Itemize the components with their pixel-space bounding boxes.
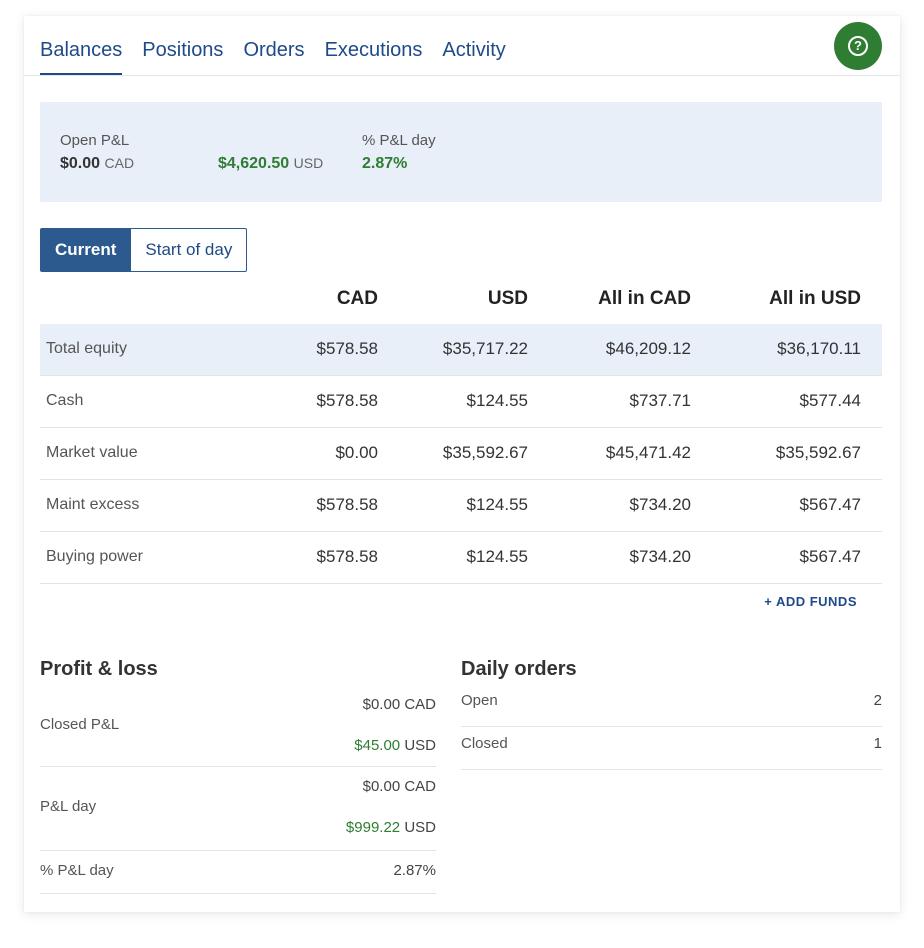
cell-all-in-usd: $567.47	[799, 547, 861, 566]
table-row-buying-power: Buying power $578.58 $124.55 $734.20 $56…	[40, 532, 882, 584]
row-label: Cash	[46, 392, 84, 409]
tab-balances[interactable]: Balances	[40, 16, 123, 76]
cell-all-in-cad: $46,209.12	[605, 339, 691, 358]
open-pl-usd-currency: USD	[293, 155, 324, 171]
cell-all-in-usd: $35,592.67	[775, 443, 861, 462]
daily-orders-open-label: Open	[461, 692, 498, 709]
cell-cad: $578.58	[316, 547, 378, 566]
open-pl-usd: $4,620.50 USD	[218, 155, 323, 173]
daily-orders-list: Open 2 Closed 1	[461, 684, 882, 770]
open-pl-label: Open P&L	[60, 132, 130, 149]
pl-day-row: P&L day $0.00 CAD $999.22 USD	[40, 767, 436, 851]
balances-table-header: CAD USD All in CAD All in USD	[40, 278, 882, 324]
daily-orders-title: Daily orders	[461, 658, 577, 680]
cell-cad: $0.00	[335, 443, 378, 462]
cell-all-in-cad: $45,471.42	[605, 443, 691, 462]
header-all-in-cad: All in CAD	[598, 288, 691, 309]
tab-bar: Balances Positions Orders Executions Act…	[40, 16, 526, 76]
closed-pl-row: Closed P&L $0.00 CAD $45.00 USD	[40, 688, 436, 767]
tab-divider	[24, 75, 900, 76]
toggle-start-of-day[interactable]: Start of day	[131, 228, 248, 272]
cell-usd: $124.55	[466, 495, 528, 514]
tab-orders[interactable]: Orders	[243, 39, 305, 61]
cell-all-in-cad: $737.71	[629, 391, 691, 410]
cell-cad: $578.58	[316, 391, 378, 410]
daily-orders-closed-label: Closed	[461, 735, 508, 752]
cell-usd: $124.55	[466, 391, 528, 410]
pct-pl-day-row-label: % P&L day	[40, 862, 114, 879]
balances-table: CAD USD All in CAD All in USD Total equi…	[40, 278, 882, 584]
row-label: Total equity	[46, 340, 127, 357]
daily-orders-open-count: 2	[873, 692, 882, 709]
add-funds-link[interactable]: + ADD FUNDS	[764, 594, 857, 609]
closed-pl-label: Closed P&L	[40, 716, 120, 733]
pct-pl-day-value: 2.87%	[362, 155, 408, 172]
cell-cad: $578.58	[316, 339, 378, 358]
pl-day-usd-currency: USD	[404, 819, 436, 836]
cell-cad: $578.58	[316, 495, 378, 514]
header-cad: CAD	[336, 288, 378, 309]
closed-pl-usd-currency: USD	[404, 737, 436, 754]
balance-period-toggle: Current Start of day	[40, 228, 248, 272]
cell-all-in-usd: $36,170.11	[777, 339, 861, 358]
question-circle-icon: ?	[848, 36, 868, 56]
profit-loss-list: Closed P&L $0.00 CAD $45.00 USD P&L day …	[40, 688, 436, 894]
open-pl-cad-value: $0.00	[60, 155, 101, 172]
cell-usd: $124.55	[466, 547, 528, 566]
header-usd: USD	[487, 288, 528, 309]
toggle-current[interactable]: Current	[40, 228, 132, 272]
daily-orders-closed-row: Closed 1	[461, 727, 882, 770]
profit-loss-title: Profit & loss	[40, 658, 158, 680]
open-pl-cad: $0.00 CAD	[60, 155, 134, 173]
cell-all-in-usd: $577.44	[799, 391, 861, 410]
balances-card: Balances Positions Orders Executions Act…	[24, 16, 900, 912]
table-row-total-equity: Total equity $578.58 $35,717.22 $46,209.…	[40, 324, 882, 376]
row-label: Market value	[46, 444, 138, 461]
cell-usd: $35,592.67	[442, 443, 528, 462]
header-all-in-usd: All in USD	[769, 288, 861, 309]
cell-all-in-cad: $734.20	[629, 547, 691, 566]
closed-pl-usd: $45.00 USD	[354, 737, 436, 754]
tab-positions[interactable]: Positions	[142, 39, 224, 61]
table-row-market-value: Market value $0.00 $35,592.67 $45,471.42…	[40, 428, 882, 480]
cell-usd: $35,717.22	[442, 339, 528, 358]
table-row-cash: Cash $578.58 $124.55 $737.71 $577.44	[40, 376, 882, 428]
pct-pl-day-row: % P&L day 2.87%	[40, 851, 436, 894]
daily-orders-closed-count: 1	[873, 735, 882, 752]
tab-executions[interactable]: Executions	[324, 39, 423, 61]
cell-all-in-cad: $734.20	[629, 495, 691, 514]
pl-day-cad: $0.00 CAD	[362, 778, 436, 795]
summary-panel: Open P&L $0.00 CAD $4,620.50 USD % P&L d…	[40, 102, 882, 202]
pl-day-label: P&L day	[40, 798, 97, 815]
row-label: Maint excess	[46, 496, 140, 513]
pct-pl-day-label: % P&L day	[362, 132, 436, 149]
table-row-maint-excess: Maint excess $578.58 $124.55 $734.20 $56…	[40, 480, 882, 532]
open-pl-usd-value: $4,620.50	[218, 155, 290, 172]
cell-all-in-usd: $567.47	[799, 495, 861, 514]
daily-orders-open-row: Open 2	[461, 684, 882, 727]
closed-pl-usd-value: $45.00	[354, 737, 401, 754]
closed-pl-cad: $0.00 CAD	[362, 696, 436, 713]
tab-activity[interactable]: Activity	[442, 39, 506, 61]
pl-day-usd-value: $999.22	[345, 819, 401, 836]
row-label: Buying power	[46, 548, 143, 565]
help-button[interactable]: ?	[834, 22, 882, 70]
pct-pl-day-row-value: 2.87%	[393, 862, 436, 879]
open-pl-cad-currency: CAD	[104, 155, 135, 171]
pl-day-usd: $999.22 USD	[346, 819, 436, 836]
